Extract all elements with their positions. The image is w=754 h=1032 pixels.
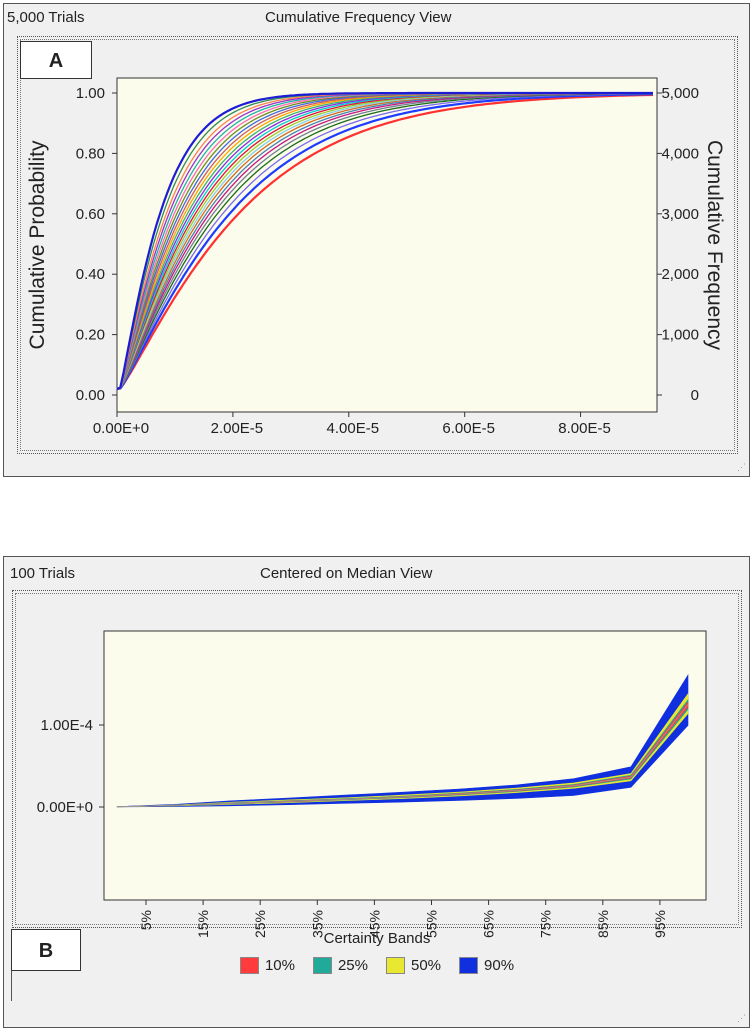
- legend-swatch: [386, 957, 405, 974]
- view-title-b: Centered on Median View: [260, 565, 433, 582]
- y-tick-label: 1.00: [76, 85, 105, 102]
- y2-axis-label-a: Cumulative Frequency: [703, 140, 726, 351]
- cumulative-frequency-chart: 0.00E+0 2.00E-5 4.00E-5 6.00E-5 8.00E-5 0.00…: [26, 77, 726, 437]
- legend-swatch: [459, 957, 479, 974]
- plot-area-a: [116, 77, 658, 413]
- x-tick-label: 6.00E-5: [442, 420, 495, 437]
- chart-frame-a: [17, 36, 738, 454]
- legend-label: 10%: [264, 957, 295, 974]
- panel-label-b: B: [11, 929, 81, 971]
- y-axis-label-a: Cumulative Probability: [26, 140, 49, 349]
- x-tick-label: 85%: [595, 910, 611, 938]
- y-tick-label: 0.00: [76, 387, 105, 404]
- x-tick-label: 4.00E-5: [327, 420, 380, 437]
- cdf-series-line: [116, 91, 653, 390]
- certainty-band-90pct: [116, 673, 689, 808]
- legend-title: Certainty Bands: [323, 930, 431, 947]
- y2-tick-label: 2,000: [661, 266, 699, 283]
- y2-tick-label: 3,000: [661, 206, 699, 223]
- legend-label: 25%: [337, 957, 368, 974]
- view-title-a: Cumulative Frequency View: [265, 9, 452, 26]
- y-tick-label: 0.20: [76, 327, 105, 344]
- y-tick-label: 0.40: [76, 266, 105, 283]
- y-tick-label: 1.00E-4: [40, 717, 93, 734]
- centered-on-median-chart: 5% 15% 25% 35% 45% 55% 65% 75% 85% 95% 0.00E+0 1.0…: [37, 630, 707, 938]
- certainty-band-50pct: [116, 692, 689, 808]
- x-tick-label: 45%: [366, 910, 382, 938]
- x-tick-label: 0.00E+0: [93, 420, 149, 437]
- legend-item: 25%: [312, 957, 368, 974]
- trials-count-b: 100 Trials: [10, 565, 76, 582]
- panel-label-a: A: [20, 41, 92, 79]
- y-tick-label: 0.00E+0: [37, 799, 93, 816]
- y2-tick-label: 1,000: [661, 327, 699, 344]
- y-tick-label: 0.80: [76, 145, 105, 162]
- y-tick-label: 0.60: [76, 206, 105, 223]
- resize-grip-a[interactable]: ⋰: [737, 462, 746, 472]
- y2-tick-label: 0: [691, 387, 699, 404]
- x-tick-label: 65%: [481, 910, 497, 938]
- x-tick-label: 5%: [138, 910, 154, 930]
- y2-tick-label: 4,000: [661, 145, 699, 162]
- legend-item: 50%: [386, 957, 441, 974]
- x-tick-label: 55%: [424, 910, 440, 938]
- trials-count-a: 5,000 Trials: [7, 9, 85, 26]
- legend-swatch: [312, 957, 332, 974]
- x-tick-label: 8.00E-5: [558, 420, 611, 437]
- chart-frame-b: [12, 590, 742, 928]
- certainty-bands-legend: 10% 25% 50% 90%: [0, 957, 754, 974]
- y2-tick-label: 5,000: [661, 85, 699, 102]
- x-tick-label: 75%: [538, 910, 554, 938]
- cdf-series-line: [116, 93, 654, 391]
- legend-label: 90%: [484, 957, 515, 974]
- plot-area-b: [103, 630, 707, 901]
- x-tick-label: 95%: [652, 910, 668, 938]
- median-line: [116, 704, 689, 808]
- legend-item: 10%: [239, 957, 295, 974]
- x-tick-label: 25%: [252, 910, 268, 938]
- x-tick-label: 35%: [309, 910, 325, 938]
- legend-label: 50%: [411, 957, 442, 974]
- resize-grip-b[interactable]: ⋰: [737, 1013, 746, 1023]
- legend-swatch: [239, 957, 259, 974]
- x-tick-label: 15%: [195, 910, 211, 938]
- cdf-series-line: [116, 93, 653, 391]
- x-tick-label: 2.00E-5: [211, 420, 264, 437]
- legend-item: 90%: [459, 957, 514, 974]
